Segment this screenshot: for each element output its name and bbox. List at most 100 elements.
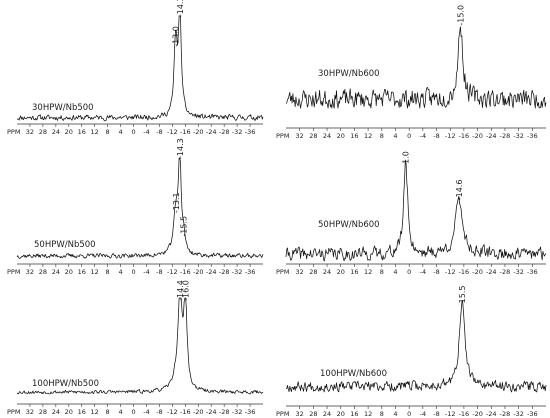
x-tick-label: 20 (337, 132, 345, 140)
x-tick-label: 8 (380, 410, 384, 418)
x-tick-label: -16 (180, 128, 191, 136)
x-tick-label: 0 (131, 128, 135, 136)
x-tick-label: 28 (39, 268, 47, 276)
x-tick-label: -36 (245, 408, 256, 416)
x-axis-unit-label: PPM (7, 268, 20, 276)
x-tick-label: 0 (131, 408, 135, 416)
x-tick-label: -20 (193, 408, 204, 416)
x-tick-label: 32 (26, 408, 34, 416)
x-tick-label: 4 (393, 268, 397, 276)
x-tick-label: 12 (91, 408, 99, 416)
peak-label: -15.5 (458, 286, 467, 307)
x-tick-label: 16 (350, 410, 358, 418)
x-axis-unit-label: PPM (276, 132, 289, 140)
x-tick-label: -32 (513, 410, 524, 418)
x-tick-label: 8 (106, 128, 110, 136)
x-tick-label: 0 (407, 268, 411, 276)
x-tick-label: 16 (78, 128, 86, 136)
x-tick-label: -12 (167, 268, 178, 276)
x-tick-label: 16 (78, 268, 86, 276)
x-tick-label: 28 (39, 408, 47, 416)
x-tick-label: -32 (513, 268, 524, 276)
x-axis-unit-label: PPM (7, 128, 20, 136)
panel-100hpw-nb600: PPM 32 28 24 20 16 12 8 4 0 -4 -8 -12 -16 -20 -24 -28 -32… (276, 286, 547, 418)
x-tick-label: -32 (232, 128, 243, 136)
peak-label: -13.0 (172, 26, 181, 47)
x-tick-label: -24 (206, 268, 217, 276)
x-tick-label: 28 (309, 132, 317, 140)
x-tick-label: -4 (143, 268, 149, 276)
x-tick-label: -4 (143, 128, 149, 136)
x-tick-label: -28 (219, 268, 230, 276)
spectrum-line (16, 297, 264, 395)
x-tick-label: 20 (337, 410, 345, 418)
spectrum-line (285, 26, 547, 109)
x-tick-label: -36 (245, 268, 256, 276)
x-tick-label: 12 (364, 132, 372, 140)
x-tick-label: -16 (459, 410, 470, 418)
x-tick-label: -8 (433, 132, 439, 140)
peak-label: -13.1 (172, 192, 181, 213)
peak-label: -14.6 (455, 179, 464, 200)
spectrum-line (16, 15, 264, 122)
x-tick-label: 4 (393, 410, 397, 418)
x-tick-label: 24 (52, 128, 60, 136)
x-tick-label: 20 (65, 268, 73, 276)
x-tick-label: 32 (26, 268, 34, 276)
x-tick-label: -24 (206, 408, 217, 416)
x-tick-label: 28 (39, 128, 47, 136)
x-tick-label: -12 (445, 132, 456, 140)
x-tick-label: 12 (91, 128, 99, 136)
x-axis-unit-label: PPM (276, 268, 289, 276)
x-tick-label: -4 (420, 410, 426, 418)
panel-30hpw-nb600: PPM 32 28 24 20 16 12 8 4 0 -4 -8 -12 -16 -20 -24 -28 -32… (276, 5, 547, 140)
x-tick-label: 28 (309, 410, 317, 418)
x-tick-label: -20 (472, 132, 483, 140)
x-tick-label: -32 (513, 132, 524, 140)
x-tick-label: -28 (500, 268, 511, 276)
x-tick-label: -28 (219, 408, 230, 416)
x-tick-label: 24 (323, 268, 331, 276)
x-tick-label: 12 (91, 268, 99, 276)
x-tick-label: -4 (420, 132, 426, 140)
x-tick-label: 0 (131, 268, 135, 276)
x-tick-label: 8 (106, 408, 110, 416)
x-tick-label: -8 (433, 268, 439, 276)
x-tick-label: -28 (219, 128, 230, 136)
x-tick-label: 16 (78, 408, 86, 416)
x-tick-label: 8 (380, 268, 384, 276)
x-tick-label: 20 (337, 268, 345, 276)
x-tick-label: 4 (119, 268, 123, 276)
sample-label: 100HPW/Nb500 (32, 379, 99, 389)
x-tick-label: 24 (52, 408, 60, 416)
x-tick-label: 4 (119, 408, 123, 416)
x-tick-label: -20 (472, 268, 483, 276)
panel-50hpw-nb500: PPM 32 28 24 20 16 12 8 4 0 -4 -8 -12 -16 -20 -24 -28 -32… (7, 138, 264, 276)
sample-label: 30HPW/Nb600 (318, 69, 380, 79)
sample-label: 100HPW/Nb600 (320, 369, 387, 379)
x-tick-label: 32 (26, 128, 34, 136)
x-tick-label: 32 (296, 268, 304, 276)
x-tick-label: -20 (193, 268, 204, 276)
x-tick-label: 24 (323, 410, 331, 418)
x-tick-label: 0 (407, 410, 411, 418)
x-tick-label: -12 (167, 408, 178, 416)
x-tick-label: -28 (500, 132, 511, 140)
x-tick-label: -16 (459, 132, 470, 140)
x-tick-label: -4 (420, 268, 426, 276)
x-tick-label: 28 (309, 268, 317, 276)
panel-100hpw-nb500: PPM 32 28 24 20 16 12 8 4 0 -4 -8 -12 -16 -20 -24 -28 -32… (7, 280, 264, 416)
x-tick-label: -24 (206, 128, 217, 136)
x-tick-label: -24 (486, 410, 497, 418)
peak-label: -14.4 (176, 280, 185, 301)
x-tick-label: 4 (119, 128, 123, 136)
x-tick-label: 12 (364, 268, 372, 276)
peak-label: -16.0 (181, 280, 190, 301)
x-tick-label: -8 (156, 268, 162, 276)
peak-label: 1.0 (402, 151, 411, 164)
x-tick-label: -24 (486, 132, 497, 140)
x-tick-label: -8 (433, 410, 439, 418)
x-tick-label: 16 (350, 268, 358, 276)
sample-label: 50HPW/Nb600 (318, 220, 380, 230)
